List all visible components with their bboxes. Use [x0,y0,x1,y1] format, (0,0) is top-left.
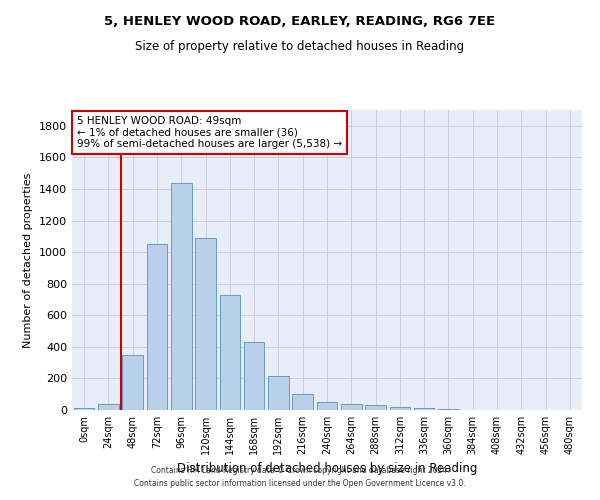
Text: Size of property relative to detached houses in Reading: Size of property relative to detached ho… [136,40,464,53]
Bar [244,342,265,410]
Bar [292,394,313,410]
X-axis label: Distribution of detached houses by size in Reading: Distribution of detached houses by size … [177,462,477,475]
Bar [414,408,434,410]
Bar [268,376,289,410]
Bar [438,409,459,410]
Y-axis label: Number of detached properties: Number of detached properties [23,172,34,348]
Bar [389,407,410,410]
Bar [317,402,337,410]
Text: 5, HENLEY WOOD ROAD, EARLEY, READING, RG6 7EE: 5, HENLEY WOOD ROAD, EARLEY, READING, RG… [104,15,496,28]
Text: 5 HENLEY WOOD ROAD: 49sqm
← 1% of detached houses are smaller (36)
99% of semi-d: 5 HENLEY WOOD ROAD: 49sqm ← 1% of detach… [77,116,342,149]
Bar [195,238,216,410]
Bar [171,182,191,410]
Bar [341,404,362,410]
Bar [122,354,143,410]
Bar [74,408,94,410]
Bar [146,244,167,410]
Bar [365,406,386,410]
Text: Contains HM Land Registry data © Crown copyright and database right 2024.
Contai: Contains HM Land Registry data © Crown c… [134,466,466,487]
Bar [98,404,119,410]
Bar [220,294,240,410]
